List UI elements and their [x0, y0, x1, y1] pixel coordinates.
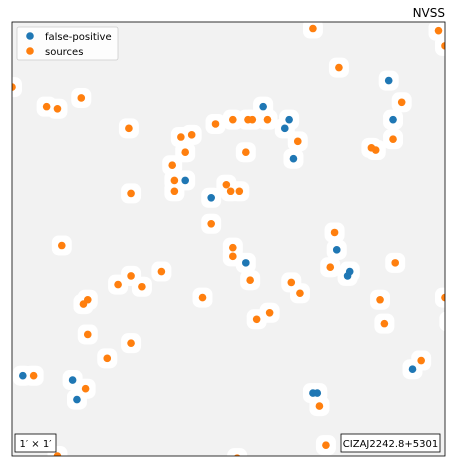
source-point-2	[441, 42, 445, 50]
source-point-33	[229, 243, 237, 252]
legend-sources-label: sources	[45, 47, 83, 58]
source-point-27	[226, 187, 235, 196]
source-point-32	[330, 228, 339, 237]
mask-patch	[439, 311, 445, 332]
source-point-41	[246, 276, 254, 285]
false-positive-point-2	[285, 115, 293, 124]
source-point-57	[29, 371, 38, 380]
legend-box	[16, 26, 119, 61]
mask-patch	[227, 448, 248, 456]
source-point-44	[198, 293, 207, 302]
plot-frame	[11, 21, 446, 457]
source-point-11	[229, 115, 237, 124]
false-positive-point-1	[289, 154, 298, 163]
source-point-60	[322, 441, 330, 449]
source-point-54	[127, 339, 135, 347]
source-point-55	[103, 354, 112, 363]
source-point-9	[125, 124, 133, 133]
source-point-61	[53, 452, 62, 456]
mask-patch	[435, 35, 445, 56]
source-point-36	[391, 259, 400, 267]
false-positive-point-16	[313, 389, 322, 397]
source-point-24	[170, 176, 179, 185]
source-point-28	[127, 189, 135, 198]
source-point-56	[417, 356, 425, 365]
source-point-26	[235, 187, 244, 196]
mask-patch	[435, 287, 445, 308]
false-positive-point-11	[389, 115, 397, 124]
source-point-18	[389, 135, 397, 143]
legend: false-positive sources	[16, 26, 119, 61]
mask-patch	[12, 77, 22, 98]
source-point-62	[234, 454, 241, 456]
source-point-58	[81, 384, 90, 393]
false-positive-point-13	[68, 376, 77, 384]
source-point-43	[296, 289, 304, 298]
source-point-49	[265, 308, 274, 317]
source-point-53	[83, 330, 92, 339]
scale-box: 1′ × 1′	[14, 433, 57, 453]
false-positive-point-6	[242, 259, 250, 267]
scale-label: 1′ × 1′	[19, 439, 52, 450]
source-point-52	[380, 319, 389, 328]
source-point-5	[77, 94, 86, 102]
source-point-25	[170, 187, 179, 196]
false-positive-point-4	[181, 176, 189, 185]
source-point-22	[181, 148, 189, 156]
false-positive-point-9	[343, 272, 352, 280]
source-point-17	[293, 137, 302, 146]
source-point-51	[446, 318, 454, 326]
source-point-15	[187, 131, 196, 139]
source-point-39	[114, 280, 122, 289]
false-positive-point-7	[332, 246, 341, 254]
chart-title: NVSS	[413, 6, 445, 20]
source-point-34	[229, 252, 237, 261]
source-point-4	[12, 83, 16, 91]
source-point-50	[252, 315, 261, 324]
source-point-42	[287, 278, 296, 287]
source-point-30	[207, 220, 215, 228]
source-point-37	[157, 267, 166, 276]
source-point-21	[242, 148, 250, 156]
source-point-8	[397, 98, 406, 107]
false-positive-point-5	[207, 193, 215, 202]
false-positive-point-10	[384, 76, 393, 85]
false-positive-point-0	[259, 102, 267, 111]
source-point-0	[309, 24, 317, 33]
source-point-1	[434, 26, 443, 35]
false-positive-point-3	[280, 124, 289, 133]
source-point-46	[79, 300, 88, 308]
false-positive-point-14	[73, 395, 81, 404]
source-point-47	[376, 295, 384, 304]
false-positive-point-12	[19, 371, 27, 380]
source-point-6	[42, 102, 51, 111]
legend-sources-marker	[26, 47, 34, 55]
source-point-29	[222, 180, 231, 189]
source-point-3	[335, 63, 343, 72]
source-point-7	[53, 105, 62, 113]
source-point-14	[263, 115, 272, 124]
false-positive-point-17	[408, 365, 417, 374]
cluster-box: CIZAJ2242.8+5301	[340, 433, 441, 453]
source-point-20	[367, 144, 376, 152]
legend-false-positive-marker	[26, 32, 34, 40]
source-point-31	[57, 241, 66, 250]
source-point-40	[138, 282, 146, 291]
source-point-48	[441, 293, 445, 302]
source-point-38	[127, 272, 135, 280]
source-point-10	[211, 120, 220, 128]
source-point-59	[315, 402, 324, 410]
source-point-16	[177, 133, 185, 141]
source-point-13	[248, 115, 257, 124]
source-point-23	[168, 161, 177, 170]
cluster-label: CIZAJ2242.8+5301	[343, 439, 438, 450]
source-point-35	[326, 263, 335, 272]
points-layer	[12, 24, 454, 456]
legend-false-positive-label: false-positive	[45, 32, 112, 43]
